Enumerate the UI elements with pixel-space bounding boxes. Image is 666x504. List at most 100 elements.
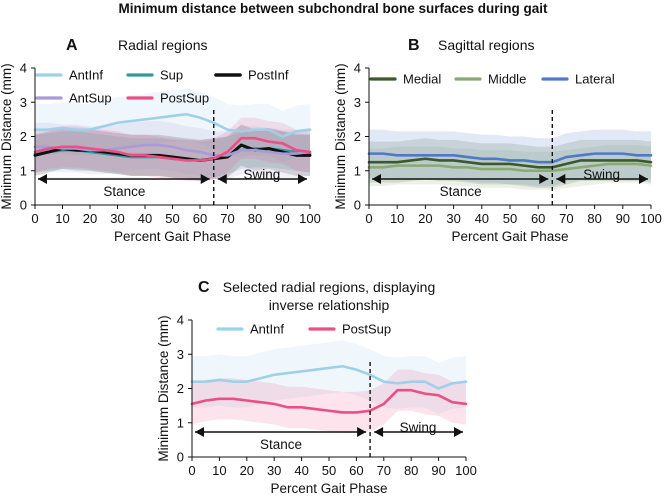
y-tick-label: 0 xyxy=(354,198,361,213)
series-band-sup xyxy=(35,129,310,180)
x-tick-label: 70 xyxy=(559,211,573,226)
x-tick-label: 0 xyxy=(31,211,38,226)
swing-arrow-head-left xyxy=(217,174,227,184)
y-tick-label: 0 xyxy=(177,450,184,465)
y-axis-label: Minimum Distance (mm) xyxy=(156,315,171,461)
y-tick-label: 1 xyxy=(354,163,361,178)
stance-arrow-head-right xyxy=(539,174,549,184)
y-tick-label: 4 xyxy=(177,313,184,328)
x-tick-label: 50 xyxy=(165,211,179,226)
x-tick-label: 30 xyxy=(110,211,124,226)
panel-a: A Radial regions 0 10 20 30 40 50 60 70 80 90 100 0 1 2… xyxy=(0,37,321,244)
swing-arrow-head-right xyxy=(639,174,648,184)
legend-label-lateral: Lateral xyxy=(575,72,615,87)
y-tick-label: 3 xyxy=(20,95,27,110)
x-tick-label: 100 xyxy=(455,463,477,478)
x-axis-label: Percent Gait Phase xyxy=(114,229,231,244)
y-tick-label: 2 xyxy=(20,129,27,144)
panel-label: C xyxy=(198,279,210,296)
y-tick-label: 4 xyxy=(354,61,361,76)
y-tick-label: 1 xyxy=(177,415,184,430)
series-line-antinf xyxy=(33,112,312,138)
x-tick-label: 20 xyxy=(240,463,254,478)
y-axis-label: Minimum Distance (mm) xyxy=(0,63,14,209)
x-tick-label: 10 xyxy=(390,211,404,226)
legend-label-middle: Middle xyxy=(488,72,526,87)
y-tick-label: 3 xyxy=(177,347,184,362)
series-line-lateral xyxy=(367,152,653,164)
stance-label: Stance xyxy=(103,184,145,199)
series-band-antsup xyxy=(35,121,310,180)
x-tick-label: 60 xyxy=(531,211,545,226)
swing-label: Swing xyxy=(243,167,280,182)
y-tick-label: 2 xyxy=(354,129,361,144)
series-line-postsup xyxy=(33,136,312,162)
legend-label-sup: Sup xyxy=(160,68,183,83)
legend-label-antinf: AntInf xyxy=(250,322,284,337)
panel-label: B xyxy=(408,37,420,54)
x-tick-label: 50 xyxy=(503,211,517,226)
series-band-lateral xyxy=(369,129,651,187)
panel-title: Selected radial regions, displaying inver… xyxy=(223,279,435,313)
series-band-postsup xyxy=(192,369,466,434)
series-line-antsup xyxy=(33,143,312,157)
x-tick-label: 60 xyxy=(349,463,363,478)
series-band-postsup xyxy=(35,117,310,182)
x-tick-label: 0 xyxy=(365,211,372,226)
x-tick-label: 50 xyxy=(322,463,336,478)
x-tick-label: 20 xyxy=(418,211,432,226)
x-tick-label: 80 xyxy=(404,463,418,478)
panel-title: Radial regions xyxy=(118,37,208,53)
stance-arrow-head-left xyxy=(38,174,47,184)
swing-arrow-head-right xyxy=(298,174,307,184)
y-tick-label: 4 xyxy=(20,61,27,76)
x-axis-label: Percent Gait Phase xyxy=(451,229,568,244)
panel-title-line: Selected radial regions, displaying xyxy=(223,279,435,295)
series-line-postsup xyxy=(190,388,468,414)
swing-arrow-head-right xyxy=(454,427,463,437)
x-tick-label: 80 xyxy=(587,211,601,226)
figure-title: Minimum distance between subchondral bon… xyxy=(118,1,548,16)
panel-c: C Selected radial regions, displaying inve… xyxy=(156,279,477,496)
series-band-antinf xyxy=(192,340,466,415)
legend-label-postsup: PostSup xyxy=(342,322,391,337)
swing-arrow-head-left xyxy=(556,174,566,184)
x-tick-label: 10 xyxy=(55,211,69,226)
x-tick-label: 0 xyxy=(188,463,195,478)
panel-label: A xyxy=(66,37,78,54)
y-tick-label: 0 xyxy=(20,198,27,213)
x-tick-label: 30 xyxy=(267,463,281,478)
x-tick-label: 10 xyxy=(212,463,226,478)
legend-label-antsup: AntSup xyxy=(69,91,112,106)
y-tick-label: 3 xyxy=(354,95,361,110)
x-tick-label: 40 xyxy=(138,211,152,226)
swing-label: Swing xyxy=(583,167,620,182)
y-tick-label: 1 xyxy=(20,163,27,178)
y-axis-label: Minimum Distance (mm) xyxy=(333,63,348,209)
stance-arrow-head-left xyxy=(372,174,381,184)
x-tick-label: 80 xyxy=(248,211,262,226)
x-tick-label: 40 xyxy=(475,211,489,226)
x-tick-label: 90 xyxy=(616,211,630,226)
x-tick-label: 20 xyxy=(83,211,97,226)
x-tick-label: 90 xyxy=(275,211,289,226)
stance-label: Stance xyxy=(440,184,482,199)
stance-arrow-head-left xyxy=(195,427,204,437)
panel-title-line: inverse relationship xyxy=(269,297,390,313)
x-tick-label: 60 xyxy=(193,211,207,226)
swing-arrow-head-left xyxy=(374,427,384,437)
series-line-middle xyxy=(367,162,653,173)
x-tick-label: 100 xyxy=(299,211,321,226)
panel-b: B Sagittal regions 0 10 20 30 40 50 60 70 80 90 100 0… xyxy=(333,37,662,244)
legend-label-medial: Medial xyxy=(403,72,441,87)
stance-arrow-head-right xyxy=(200,174,210,184)
swing-label: Swing xyxy=(400,420,437,435)
series-line-medial xyxy=(367,157,653,169)
stance-arrow-head-right xyxy=(357,427,367,437)
x-axis-label: Percent Gait Phase xyxy=(270,481,387,496)
x-tick-label: 40 xyxy=(294,463,308,478)
series-line-antinf xyxy=(190,364,468,390)
x-tick-label: 70 xyxy=(220,211,234,226)
stance-label: Stance xyxy=(260,437,302,452)
